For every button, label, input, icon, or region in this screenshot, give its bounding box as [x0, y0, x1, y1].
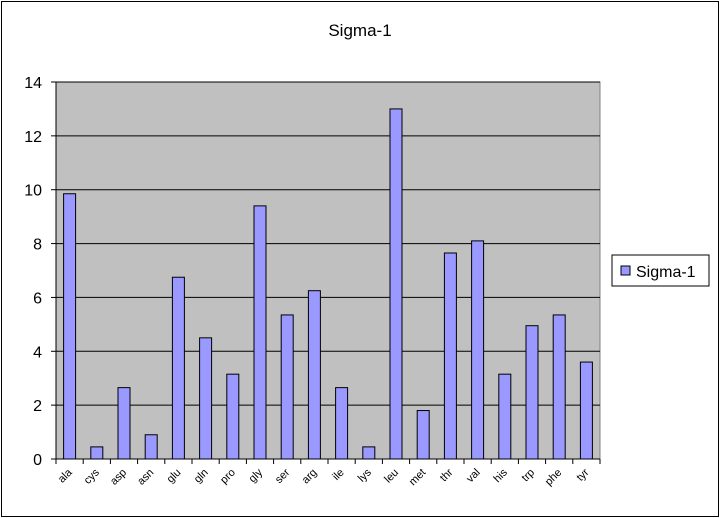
y-tick-label: 4: [33, 344, 42, 361]
y-axis-ticks: 0 2 4 6 8 10 12 14: [24, 75, 56, 469]
x-tick-label: phe: [543, 467, 564, 488]
bar-asp: [117, 387, 131, 460]
x-tick-label: pro: [218, 467, 238, 487]
bar-gly: [253, 205, 267, 460]
bar-asn: [144, 434, 158, 460]
bar-phe: [552, 314, 566, 460]
bar-ala: [63, 193, 77, 460]
chart-title: Sigma-1: [328, 21, 391, 40]
x-tick-label: lys: [356, 466, 374, 484]
x-tick-label: his: [491, 466, 510, 485]
x-tick-label: asp: [108, 467, 129, 488]
bar-lys: [362, 446, 376, 460]
bar-his: [498, 373, 512, 460]
x-tick-label: glu: [165, 467, 184, 486]
y-tick-label: 12: [24, 129, 42, 146]
x-tick-label: ser: [273, 466, 293, 486]
bar-glu: [171, 276, 185, 460]
y-tick-label: 0: [33, 452, 42, 469]
plot-area: [55, 81, 601, 460]
y-tick-label: 6: [33, 290, 42, 307]
x-tick-label: gly: [247, 466, 266, 485]
x-tick-label: ile: [330, 467, 346, 483]
bar-ser: [280, 314, 294, 460]
x-tick-label: gln: [192, 467, 211, 486]
x-tick-label: thr: [438, 466, 456, 484]
y-tick-label: 8: [33, 237, 42, 254]
bar-ile: [335, 387, 349, 460]
bar-met: [416, 410, 430, 460]
x-tick-label: tyr: [574, 466, 591, 483]
y-tick-label: 14: [24, 75, 42, 92]
y-tick-label: 2: [33, 398, 42, 415]
bar-thr: [443, 252, 457, 460]
bar-leu: [389, 108, 403, 460]
bar-val: [471, 240, 485, 460]
bar-tyr: [579, 361, 593, 460]
bar-trp: [525, 325, 539, 460]
bar-pro: [226, 373, 240, 460]
x-tick-label: leu: [382, 467, 401, 486]
bar-cys: [90, 446, 104, 460]
bar-gln: [199, 337, 213, 460]
x-axis-labels: ala cys asp asn glu gln pro gly ser arg ile lys leu m…: [55, 459, 601, 488]
legend-swatch: [620, 265, 631, 276]
x-tick-label: met: [407, 467, 428, 488]
legend-label: Sigma-1: [636, 264, 696, 281]
legend: Sigma-1: [611, 254, 710, 287]
x-tick-label: asn: [135, 467, 156, 488]
bars: [63, 108, 593, 460]
x-tick-label: cys: [82, 466, 103, 487]
x-tick-label: arg: [300, 467, 320, 487]
bar-arg: [307, 290, 321, 460]
x-tick-label: trp: [520, 467, 538, 485]
x-tick-label: ala: [56, 466, 75, 485]
x-tick-label: val: [464, 467, 482, 485]
y-tick-label: 10: [24, 183, 42, 200]
